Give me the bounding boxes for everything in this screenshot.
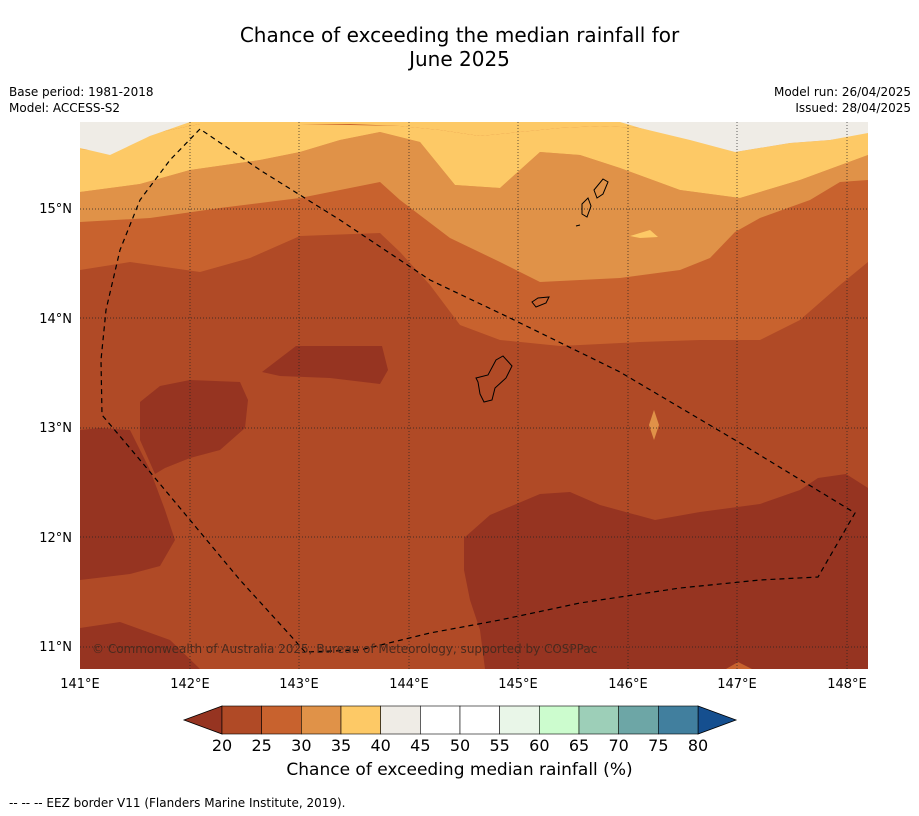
- band-30-35-spike: [649, 410, 659, 440]
- lat-tick: 14°N: [39, 312, 72, 327]
- colorbar-segment: [221, 705, 262, 735]
- eez-border: [100, 128, 856, 653]
- lon-tick: 145°E: [498, 677, 538, 692]
- colorbar-tick-label: 45: [410, 736, 430, 755]
- colorbar-title: Chance of exceeding median rainfall (%): [286, 760, 633, 780]
- colorbar-segment: [459, 705, 500, 735]
- colorbar-segment: [420, 705, 461, 735]
- lon-tick: 148°E: [827, 677, 867, 692]
- guam-island: [475, 355, 513, 403]
- colorbar-segment: [340, 705, 381, 735]
- colorbar-segment: [380, 705, 421, 735]
- below-20-center: [262, 346, 388, 384]
- lon-tick: 147°E: [717, 677, 757, 692]
- colorbar-tick-label: 70: [608, 736, 628, 755]
- below-20-southeast: [464, 474, 868, 669]
- lat-tick: 12°N: [39, 531, 72, 546]
- colorbar-segment: [618, 705, 659, 735]
- colorbar-segment: [261, 705, 302, 735]
- islands: [475, 178, 609, 403]
- lon-tick: 144°E: [389, 677, 429, 692]
- colorbar-segment: [658, 705, 699, 735]
- chart-title-line1: Chance of exceeding the median rainfall …: [239, 23, 680, 47]
- band-30-35: [80, 132, 868, 282]
- model-info-right: Model run: 26/04/2025 Issued: 28/04/2025: [774, 84, 911, 116]
- colorbar-segment: [578, 705, 619, 735]
- lon-tick: 146°E: [608, 677, 648, 692]
- band-40-45-right: [620, 122, 868, 152]
- lat-tick: 11°N: [39, 640, 72, 655]
- colorbar-tick-label: 35: [331, 736, 351, 755]
- eez-legend-footnote: -- -- -- EEZ border V11 (Flanders Marine…: [9, 796, 346, 810]
- chart-title-line2: June 2025: [409, 47, 510, 71]
- rainfall-probability-field: [80, 122, 868, 669]
- colorbar-tick-label: 20: [212, 736, 232, 755]
- band-35-40-patch: [630, 230, 658, 238]
- tinian-island: [581, 197, 592, 218]
- aguijan-island: [575, 224, 581, 227]
- lon-tick: 141°E: [60, 677, 100, 692]
- colorbar-tick-label: 65: [569, 736, 589, 755]
- below-20-west: [80, 428, 175, 580]
- saipan-island: [593, 178, 609, 199]
- band-40-45: [80, 122, 190, 155]
- colorbar-tick-label: 30: [291, 736, 311, 755]
- lon-tick: 142°E: [170, 677, 210, 692]
- lat-tick-labels: 15°N 14°N 13°N 12°N 11°N: [39, 202, 72, 655]
- band-30-35-bottom: [726, 662, 752, 669]
- lat-tick: 13°N: [39, 421, 72, 436]
- below-20-southwest: [80, 622, 200, 669]
- model-run-text: Model run: 26/04/2025: [773, 85, 911, 99]
- colorbar-segment: [539, 705, 580, 735]
- colorbar: 20 25 30 35 40 45 50 55 60 65 70 75 80: [182, 705, 738, 755]
- issued-date-text: Issued: 28/04/2025: [795, 101, 911, 115]
- colorbar-tick-label: 25: [251, 736, 271, 755]
- colorbar-tick-label: 50: [450, 736, 470, 755]
- gridlines: [80, 122, 868, 669]
- colorbar-tick-label: 55: [489, 736, 509, 755]
- lon-tick: 143°E: [279, 677, 319, 692]
- base-period-text: Base period: 1981-2018: [9, 85, 154, 99]
- lon-tick-labels: 141°E 142°E 143°E 144°E 145°E 146°E 147°…: [60, 677, 867, 692]
- below-20-west-center: [140, 380, 248, 474]
- lat-tick: 15°N: [39, 202, 72, 217]
- rota-island: [531, 296, 550, 308]
- colorbar-tick-label: 75: [648, 736, 668, 755]
- colorbar-over-arrow: [697, 705, 738, 735]
- model-info-left: Base period: 1981-2018 Model: ACCESS-S2: [9, 84, 154, 116]
- colorbar-segment: [301, 705, 342, 735]
- colorbar-tick-label: 80: [688, 736, 708, 755]
- band-35-40-lower: [80, 124, 868, 198]
- colorbar-segment: [499, 705, 540, 735]
- colorbar-tick-label: 60: [529, 736, 549, 755]
- colorbar-tick-label: 40: [370, 736, 390, 755]
- copyright-text: © Commonwealth of Australia 2025, Bureau…: [92, 642, 597, 656]
- model-name-text: Model: ACCESS-S2: [9, 101, 121, 115]
- colorbar-under-arrow: [182, 705, 223, 735]
